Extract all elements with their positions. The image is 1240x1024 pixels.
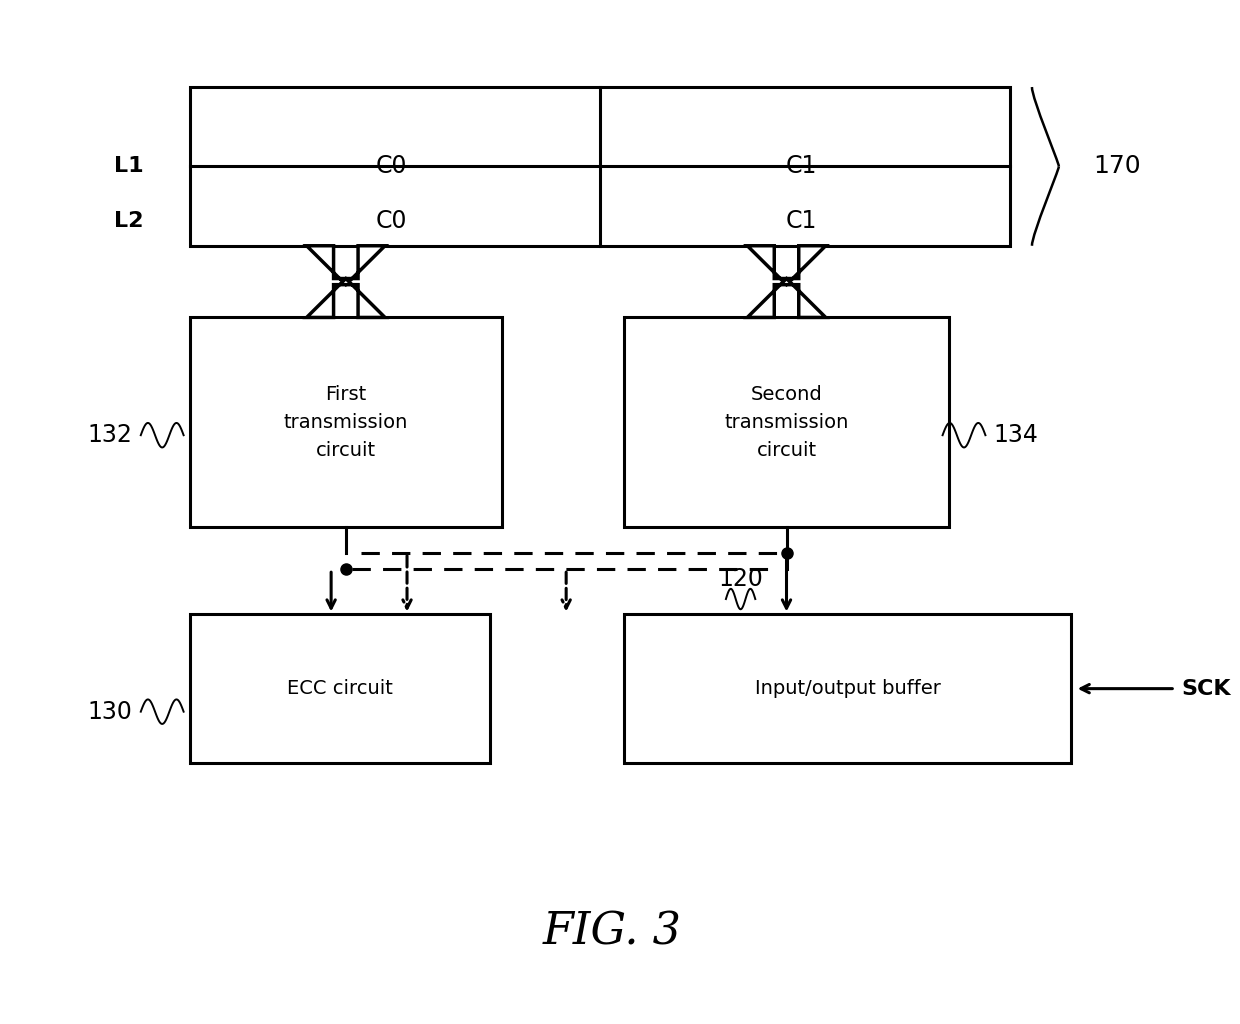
FancyArrow shape: [306, 246, 384, 285]
Bar: [190, 614, 490, 763]
FancyArrow shape: [748, 246, 826, 285]
Text: C0: C0: [376, 209, 408, 233]
Bar: [190, 87, 1009, 246]
Text: 170: 170: [1094, 155, 1141, 178]
Text: C1: C1: [786, 209, 817, 233]
Text: C0: C0: [376, 154, 408, 178]
Text: L1: L1: [114, 156, 144, 176]
Text: First
transmission
circuit: First transmission circuit: [284, 385, 408, 460]
Text: FIG. 3: FIG. 3: [543, 910, 682, 953]
FancyArrow shape: [748, 279, 826, 317]
Bar: [624, 317, 949, 527]
Text: SCK: SCK: [1182, 679, 1231, 698]
Text: 134: 134: [993, 423, 1038, 447]
Bar: [624, 614, 1071, 763]
Text: 130: 130: [88, 699, 133, 724]
Text: 132: 132: [88, 423, 133, 447]
Text: L2: L2: [114, 211, 144, 231]
FancyArrow shape: [306, 279, 384, 317]
Text: Second
transmission
circuit: Second transmission circuit: [724, 385, 848, 460]
Text: Input/output buffer: Input/output buffer: [755, 679, 941, 698]
Text: 120: 120: [718, 566, 763, 591]
Text: ECC circuit: ECC circuit: [286, 679, 393, 698]
Bar: [190, 317, 502, 527]
Text: C1: C1: [786, 154, 817, 178]
